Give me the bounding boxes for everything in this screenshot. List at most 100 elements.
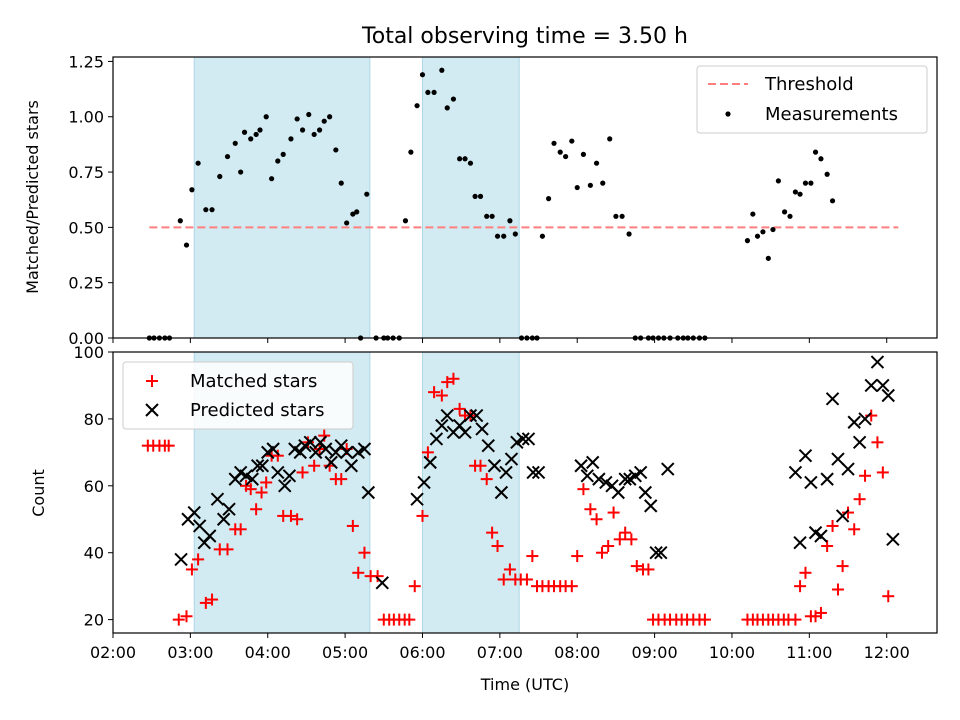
predicted-star-point [278,479,292,493]
predicted-star-point [814,529,828,543]
predicted-star-point [239,469,253,483]
matched-star-point [352,566,365,579]
measurement-point [613,213,619,219]
measurement-point [333,147,339,153]
predicted-star-point [423,455,437,470]
measurement-point [829,198,836,204]
predicted-star-point [187,505,201,520]
measurement-point [288,136,294,142]
predicted-star-point-b [876,378,890,393]
measurement-point [539,233,546,239]
measurement-point [253,131,259,138]
measurement-point [354,209,360,215]
measurement-point [494,233,501,239]
matched-star-point [565,580,578,593]
predicted-star-point [798,448,813,463]
predicted-star-point [319,442,333,456]
count-panel-frame [112,351,938,634]
predicted-star-point-b [375,576,389,590]
measurement-point [457,156,463,162]
matched-star-point [428,386,441,399]
predicted-star-point [793,535,807,550]
matched-star-point [250,503,263,516]
predicted-star-point-b [516,432,530,446]
measurement-point [808,180,814,186]
predicted-star-point [351,445,365,460]
y-tick-label: 0.75 [68,163,104,182]
measurement-point [450,96,457,102]
threshold-legend-label: Threshold [764,74,854,95]
measurement-point [484,213,490,219]
measurement-point [238,169,244,175]
predicted-star-point-b [309,445,323,460]
predicted-star-point-b [585,455,600,470]
matched-star-point [358,546,371,559]
matched-star-point [619,526,632,539]
measurement-point [557,149,563,155]
y-tick-label: 0.00 [68,329,104,348]
measurement-point [569,138,575,144]
predicted-star-point-b [303,435,318,450]
predicted-star-point-b [831,452,845,466]
predicted-star-point [344,459,359,473]
measurement-point [781,209,788,215]
predicted-star-point-b [357,442,372,456]
predicted-star-point [654,546,668,560]
predicted-star-point-b [233,465,248,480]
measurement-point [338,180,344,186]
x-tick-label: 11:00 [786,643,832,662]
predicted-star-point [521,432,536,446]
measurement-point [512,231,518,237]
matched-star-point [871,436,884,449]
predicted-legend-marker [145,403,159,417]
predicted-star-point [831,452,845,466]
x-tick-label: 10:00 [709,643,755,662]
matched-legend-marker [146,375,158,387]
measurement-point [414,103,420,109]
measurement-point [587,182,593,188]
matched-star-point [526,550,539,563]
predicted-star-point-b [271,465,285,480]
matched-star-point [206,593,219,606]
predicted-star-point [499,465,513,480]
matched-star-point [595,546,608,559]
predicted-star-point-b [487,459,502,473]
predicted-star-point [661,462,675,476]
x-tick-label: 09:00 [632,643,678,662]
predicted-star-point-b [410,492,424,506]
predicted-star-point [266,442,280,456]
matched-star-point [447,372,460,385]
predicted-star-point-b [870,355,885,369]
measurement-point [241,129,248,135]
measurement-point [217,173,223,180]
predicted-star-point [469,408,484,423]
predicted-star-point-b [463,408,478,423]
measurement-point [444,105,450,111]
matched-star-point [244,483,257,496]
predicted-star-point [876,378,890,393]
predicted-star-point [282,469,297,483]
predicted-star-point-b [808,525,823,540]
predicted-star-point-b [605,479,619,493]
measurement-point [477,193,484,199]
predicted-star-point-b [324,455,338,470]
y-tick-label: 60 [84,477,104,496]
measurement-point [792,189,799,195]
observing-interval-shade [421,56,520,339]
matched-star-point [571,550,584,563]
predicted-star-point-b [841,462,855,476]
matched-star-point [814,606,827,619]
predicted-star-point-b [864,378,878,393]
predicted-star-point [203,529,217,543]
measurement-point [750,211,756,217]
matched-star-point [630,560,643,573]
measurement-point [619,213,625,219]
measurement-point [299,127,306,133]
matched-star-point [441,376,454,389]
measurement-point [344,220,350,226]
chart-title: Total observing time = 3.50 h [361,24,688,49]
predicted-star-point-b [858,412,872,426]
predicted-star-point [835,509,850,523]
matched-star-point [192,553,205,566]
matched-star-point [836,560,849,573]
